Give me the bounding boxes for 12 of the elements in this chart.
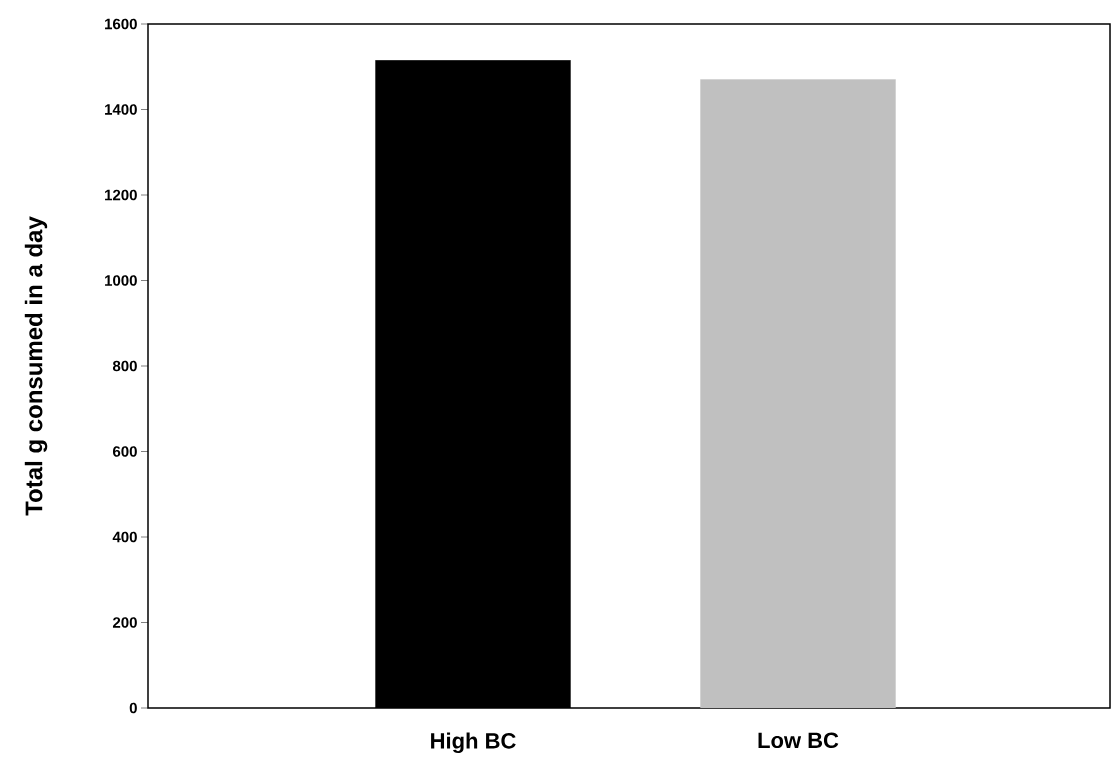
y-tick-label: 400 (112, 531, 137, 543)
x-tick-label: Low BC (758, 732, 839, 749)
x-tick-label: High BC (431, 732, 516, 754)
y-tick-label: 1200 (105, 189, 137, 201)
y-tick-label: 800 (112, 360, 137, 372)
y-tick-label: 600 (113, 446, 137, 457)
y-axis-title: Total g consumed in a day (24, 216, 48, 516)
y-tick-label: 1400 (105, 104, 137, 115)
y-tick-label: 1600 (105, 18, 137, 30)
y-tick-label: 1000 (105, 275, 137, 286)
y-tick-label: 200 (112, 617, 137, 628)
y-tick-label: 0 (129, 702, 137, 714)
